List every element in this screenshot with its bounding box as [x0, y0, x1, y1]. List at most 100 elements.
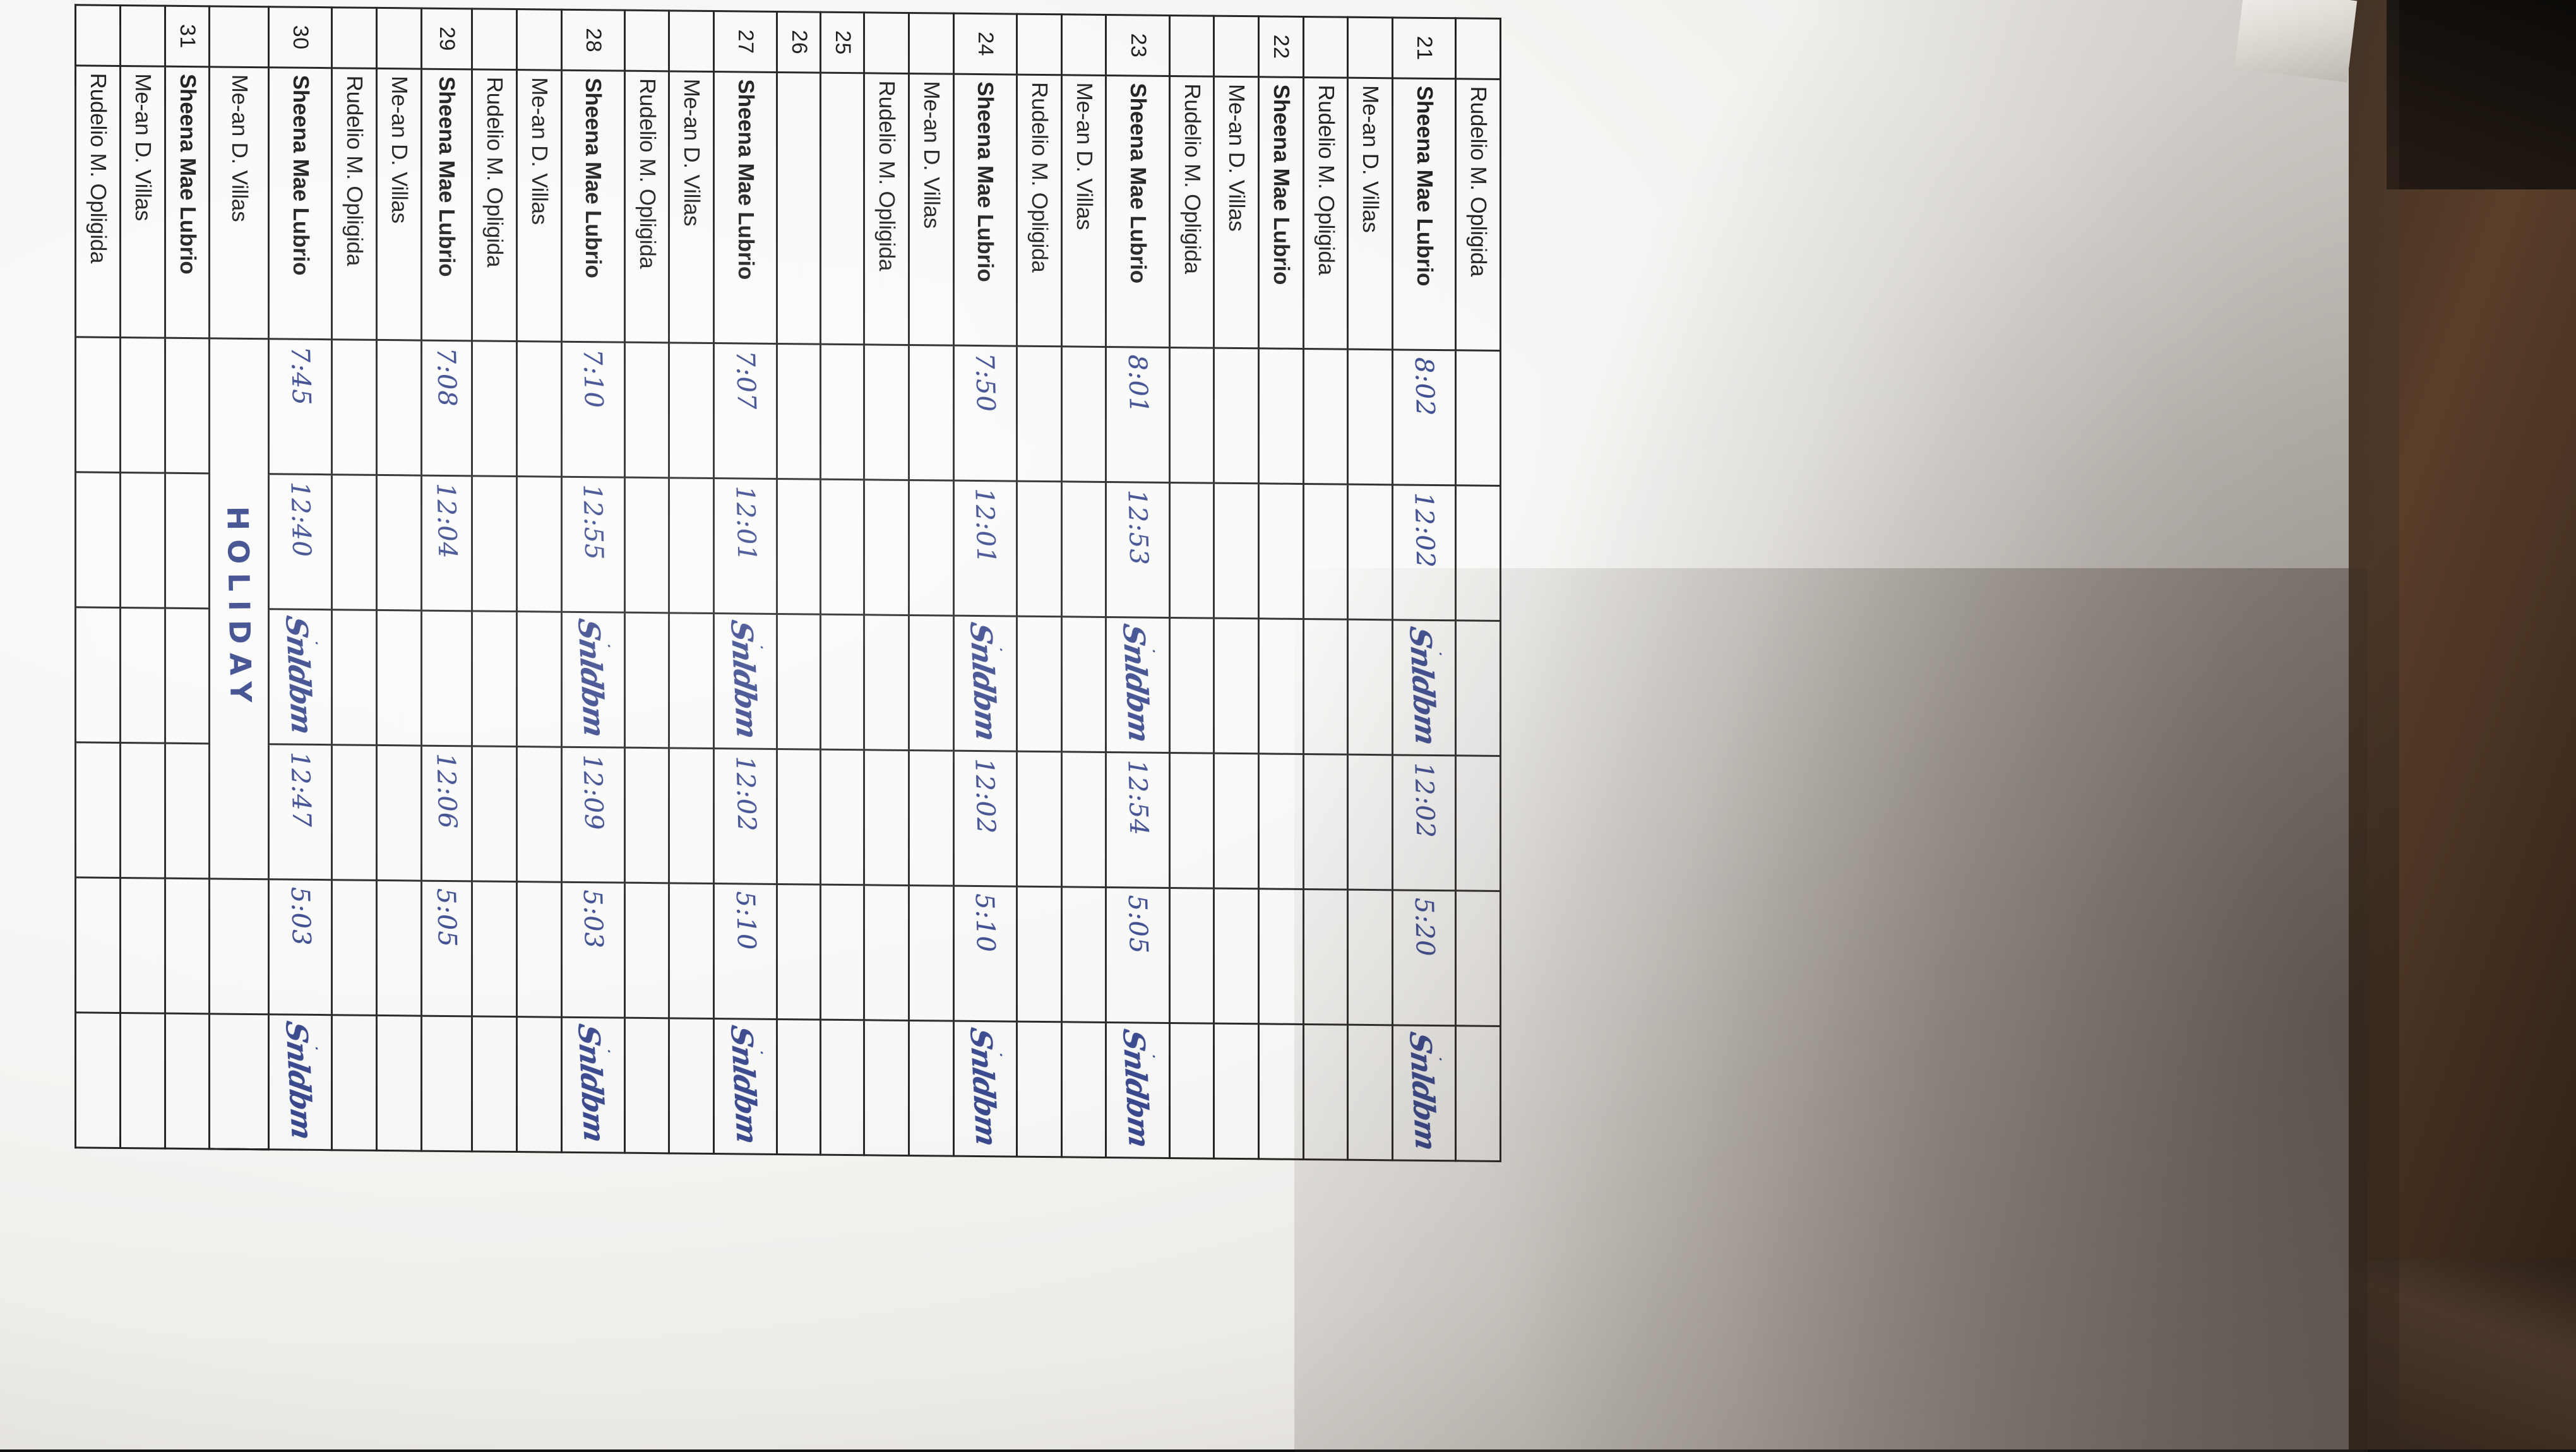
- time-entry-cell: [1258, 483, 1304, 619]
- signature-cell: · Snldbm: [561, 612, 625, 748]
- time-entry-cell: [864, 614, 909, 751]
- employee-name-label: Rudelio M. Opligida: [1179, 83, 1205, 275]
- time-entry-cell: [777, 884, 821, 1020]
- time-entry-cell: 5:03: [268, 879, 332, 1015]
- time-entry-cell: [376, 745, 422, 881]
- employee-name-label: Rudelio M. Opligida: [874, 80, 900, 271]
- time-entry-cell: [421, 610, 472, 746]
- handwritten-signature: · Snldbm: [724, 618, 768, 741]
- time-entry-cell: [1017, 1021, 1062, 1157]
- table-row: 29 Sheena Mae Lubrio 7:08 12:04 12:06 5:05: [421, 8, 472, 1151]
- holiday-label: HOLIDAY: [220, 506, 258, 711]
- time-entry-cell: [1303, 484, 1348, 620]
- time-entry-cell: 12:06: [421, 746, 472, 881]
- employee-name-cell: Rudelio M. Opligida: [1303, 77, 1348, 350]
- row-number-cell: [120, 5, 165, 67]
- time-entry-cell: [1169, 753, 1214, 889]
- row-number-cell: [209, 6, 269, 68]
- row-number-cell: [75, 4, 121, 66]
- signature-cell: · Snldbm: [713, 613, 777, 749]
- time-entry-cell: [1213, 618, 1259, 754]
- signature-cell: · Snldbm: [561, 1017, 625, 1153]
- row-number-cell: [1017, 14, 1062, 75]
- handwritten-signature: · Snldbm: [963, 620, 1008, 743]
- signature-mark: Snldbm: [1402, 624, 1443, 747]
- handwritten-time: 5:10: [970, 893, 1001, 953]
- holiday-note-cell: HOLIDAY: [209, 338, 269, 879]
- table-row: Me-an D. Villas: [1347, 17, 1393, 1160]
- handwritten-signature: · Snldbm: [279, 614, 323, 737]
- time-entry-cell: [1347, 619, 1393, 755]
- time-entry-cell: [472, 610, 517, 747]
- employee-name-cell: Rudelio M. Opligida: [1017, 74, 1062, 347]
- time-entry-cell: [864, 1020, 909, 1156]
- employee-name-label: Me-an D. Villas: [527, 77, 552, 225]
- handwritten-time: 5:03: [577, 889, 609, 949]
- employee-name-label: Me-an D. Villas: [386, 76, 412, 224]
- time-entry-cell: [1303, 619, 1348, 755]
- time-entry-cell: [209, 1013, 269, 1150]
- time-entry-cell: [1169, 617, 1214, 754]
- time-entry-cell: [165, 338, 210, 473]
- row-number-cell: [331, 7, 377, 69]
- signature-mark: Snldbm: [1402, 1029, 1443, 1153]
- time-entry-cell: [120, 607, 165, 744]
- employee-name-cell: Me-an D. Villas: [516, 69, 562, 342]
- time-entry-cell: [1061, 1021, 1106, 1158]
- signature-cell: · Snldbm: [953, 1021, 1017, 1157]
- handwritten-time: 12:06: [431, 753, 463, 830]
- table-row: Me-an D. Villas: [120, 5, 165, 1149]
- employee-name-label: Sheena Mae Lubrio: [1412, 85, 1437, 287]
- employee-name-label: Rudelio M. Opligida: [1027, 81, 1052, 273]
- time-entry-cell: [165, 473, 210, 609]
- time-entry-cell: [1455, 890, 1501, 1027]
- row-number-cell: [1347, 17, 1393, 78]
- time-entry-cell: [624, 612, 669, 748]
- handwritten-time: 5:10: [730, 891, 761, 951]
- table-row: 21 Sheena Mae Lubrio 8:02 12:02 · Snldbm 12:02…: [1392, 17, 1456, 1161]
- time-entry-cell: [516, 1016, 562, 1153]
- time-entry-cell: [909, 345, 954, 481]
- time-entry-cell: [472, 746, 517, 882]
- time-entry-cell: 5:03: [561, 882, 625, 1018]
- time-entry-cell: [1017, 751, 1062, 887]
- handwritten-time: 12:01: [969, 487, 1001, 564]
- table-row: Me-an D. Villas: [1213, 16, 1259, 1159]
- row-number-cell: [1061, 14, 1106, 76]
- time-entry-cell: [909, 1020, 954, 1157]
- time-entry-cell: [120, 878, 165, 1014]
- time-entry-cell: [1347, 484, 1393, 620]
- table-row: Rudelio M. Opligida: [1017, 14, 1062, 1157]
- time-entry-cell: 12:04: [421, 475, 472, 611]
- signature-mark: Snldbm: [571, 616, 612, 739]
- time-entry-cell: [472, 1016, 517, 1152]
- row-number-cell: 25: [820, 12, 864, 73]
- time-entry-cell: [1213, 483, 1259, 619]
- handwritten-signature: · Snldbm: [963, 1025, 1008, 1148]
- time-entry-cell: [165, 878, 210, 1014]
- row-number-cell: [1303, 16, 1348, 78]
- handwritten-signature: · Snldbm: [1116, 622, 1160, 745]
- time-entry-cell: [820, 614, 864, 750]
- row-number-cell: 27: [713, 11, 777, 73]
- signature-mark: Snldbm: [963, 1025, 1005, 1148]
- employee-name-label: Rudelio M. Opligida: [1466, 86, 1491, 277]
- table-row: 28 Sheena Mae Lubrio 7:10 12:55 · Snldbm 12:09…: [561, 9, 625, 1153]
- table-row: Rudelio M. Opligida: [624, 10, 669, 1153]
- time-entry-cell: [331, 1015, 377, 1151]
- row-number-cell: [472, 8, 517, 70]
- row-number-cell: 28: [561, 9, 625, 71]
- table-row: Rudelio M. Opligida: [1303, 16, 1348, 1160]
- time-entry-cell: [1017, 616, 1062, 752]
- time-entry-cell: [376, 340, 422, 476]
- time-entry-cell: [75, 472, 121, 608]
- signature-cell: · Snldbm: [1106, 617, 1170, 753]
- time-entry-cell: [669, 342, 714, 479]
- row-number-cell: [1169, 15, 1214, 77]
- time-entry-cell: [331, 474, 377, 610]
- handwritten-time: 12:02: [969, 758, 1001, 835]
- handwritten-time: 12:09: [577, 754, 609, 831]
- time-entry-cell: 12:02: [1392, 484, 1456, 621]
- employee-name-label: Me-an D. Villas: [679, 78, 705, 227]
